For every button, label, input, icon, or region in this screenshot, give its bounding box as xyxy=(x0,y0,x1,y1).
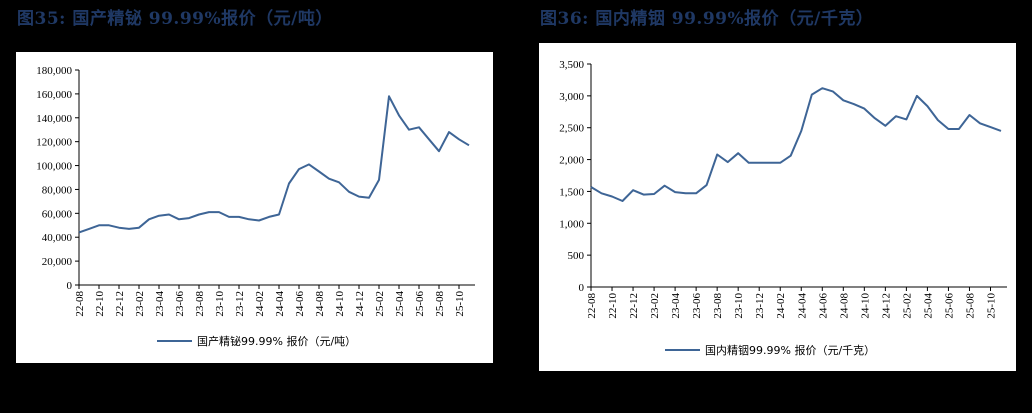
indium-price-chart: 0 500 1,000 1,500 2,000 2,500 3,000 3,500 22-08… xyxy=(559,59,1007,357)
y-tick-label: 40,000 xyxy=(42,232,73,244)
x-tick-label: 23-04 xyxy=(154,291,166,317)
indium-price-chart-panel: 0 500 1,000 1,500 2,000 2,500 3,000 3,500 22-08… xyxy=(539,43,1016,371)
x-tick-label: 23-10 xyxy=(733,293,745,319)
x-tick-label: 23-06 xyxy=(691,293,703,319)
y-tick-label: 180,000 xyxy=(36,65,72,77)
legend-label: 国产精铋99.99% 报价（元/吨） xyxy=(197,334,356,348)
x-tick-label: 22-08 xyxy=(586,293,598,319)
y-tick-label: 0 xyxy=(579,282,585,294)
x-tick-label: 25-04 xyxy=(922,293,934,319)
x-tick-label: 24-10 xyxy=(859,293,871,319)
bismuth-price-chart-panel: 0 20,000 40,000 60,000 80,000 100,000 120,000 1… xyxy=(16,52,493,363)
x-tick-label: 23-02 xyxy=(649,293,661,319)
bismuth-price-line xyxy=(78,95,470,234)
x-tick-label: 24-08 xyxy=(314,291,326,317)
x-tick-label: 25-06 xyxy=(414,291,426,317)
x-tick-label: 25-10 xyxy=(985,293,997,319)
x-tick-label: 23-08 xyxy=(194,291,206,317)
y-tick-label: 160,000 xyxy=(36,89,72,101)
y-tick-label: 80,000 xyxy=(42,184,73,196)
y-axis: 0 500 1,000 1,500 2,000 2,500 3,000 3,500 xyxy=(559,59,592,294)
x-tick-label: 24-06 xyxy=(817,293,829,319)
chart-legend: 国内精铟99.99% 报价（元/千克） xyxy=(665,343,875,357)
x-tick-label: 25-06 xyxy=(943,293,955,319)
x-tick-label: 23-12 xyxy=(754,293,766,319)
x-tick-label: 25-02 xyxy=(901,293,913,319)
x-tick-label: 23-08 xyxy=(712,293,724,319)
x-tick-label: 24-02 xyxy=(775,293,787,319)
x-tick-label: 22-12 xyxy=(114,291,126,317)
x-tick-label: 23-12 xyxy=(234,291,246,317)
x-tick-label: 22-12 xyxy=(628,293,640,319)
y-tick-label: 1,000 xyxy=(559,218,584,230)
y-tick-label: 2,500 xyxy=(559,123,584,135)
y-axis: 0 20,000 40,000 60,000 80,000 100,000 120,000 1… xyxy=(36,65,80,292)
y-tick-label: 500 xyxy=(568,250,585,262)
x-tick-label: 23-02 xyxy=(134,291,146,317)
y-tick-label: 3,000 xyxy=(559,91,584,103)
x-tick-label: 24-10 xyxy=(334,291,346,317)
y-tick-label: 140,000 xyxy=(36,113,72,125)
y-tick-label: 100,000 xyxy=(36,161,72,173)
figure-36-title: 图36: 国内精铟 99.99%报价（元/千克） xyxy=(540,9,874,29)
x-tick-label: 23-04 xyxy=(670,293,682,319)
x-tick-label: 24-08 xyxy=(838,293,850,319)
x-tick-label: 24-06 xyxy=(294,291,306,317)
x-tick-label: 25-02 xyxy=(374,291,386,317)
x-tick-label: 24-04 xyxy=(274,291,286,317)
x-tick-label: 25-08 xyxy=(434,291,446,317)
y-tick-label: 120,000 xyxy=(36,137,72,149)
y-tick-label: 20,000 xyxy=(42,256,73,268)
x-tick-label: 22-08 xyxy=(74,291,86,317)
x-tick-label: 25-10 xyxy=(454,291,466,317)
x-tick-label: 24-04 xyxy=(796,293,808,319)
y-tick-label: 3,500 xyxy=(559,59,584,71)
x-tick-label: 25-08 xyxy=(964,293,976,319)
x-tick-label: 23-10 xyxy=(214,291,226,317)
indium-price-line xyxy=(590,87,1002,202)
x-axis: 22-08 22-10 22-12 23-02 23-04 23-06 23-08 23-10… xyxy=(586,286,1007,319)
y-tick-label: 2,000 xyxy=(559,155,584,167)
x-tick-label: 22-10 xyxy=(94,291,106,317)
chart-legend: 国产精铋99.99% 报价（元/吨） xyxy=(157,334,356,348)
x-tick-label: 25-04 xyxy=(394,291,406,317)
legend-label: 国内精铟99.99% 报价（元/千克） xyxy=(705,343,875,357)
figure-35-title: 图35: 国产精铋 99.99%报价（元/吨） xyxy=(17,9,333,29)
x-axis: 22-08 22-10 22-12 23-02 23-04 23-06 23-08 23-10… xyxy=(74,284,475,317)
x-tick-label: 24-12 xyxy=(880,293,892,319)
bismuth-price-chart: 0 20,000 40,000 60,000 80,000 100,000 120,000 1… xyxy=(36,65,475,348)
y-tick-label: 0 xyxy=(67,280,73,292)
x-tick-label: 24-02 xyxy=(254,291,266,317)
x-tick-label: 23-06 xyxy=(174,291,186,317)
x-tick-label: 24-12 xyxy=(354,291,366,317)
y-tick-label: 60,000 xyxy=(42,208,73,220)
x-tick-label: 22-10 xyxy=(607,293,619,319)
y-tick-label: 1,500 xyxy=(559,186,584,198)
